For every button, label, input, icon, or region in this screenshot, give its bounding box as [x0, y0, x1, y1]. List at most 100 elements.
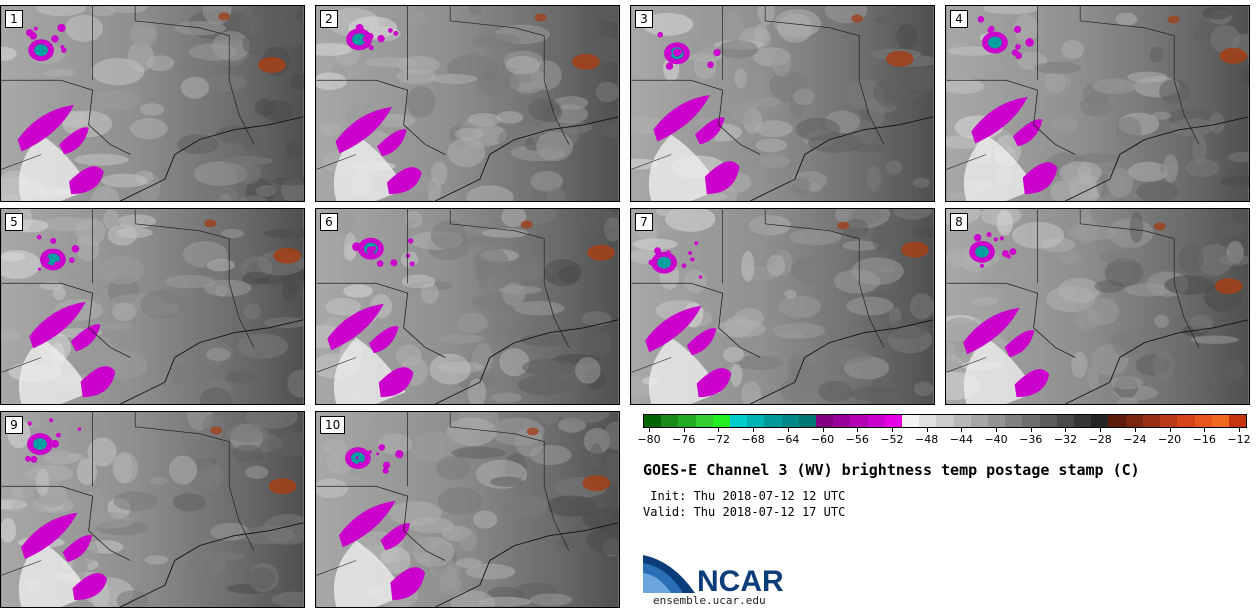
colorbar-swatch — [1142, 415, 1161, 427]
colorbar-swatch — [1005, 415, 1023, 427]
colorbar-swatch — [816, 415, 834, 427]
colorbar-swatch — [1160, 415, 1178, 427]
colorbar-tick-label: −56 — [845, 433, 869, 446]
colorbar-swatch — [1194, 415, 1212, 427]
colorbar-swatch — [1074, 415, 1092, 427]
ensemble-member-panel: 6 — [315, 208, 620, 405]
water-vapor-field — [946, 6, 1249, 201]
member-number-label: 3 — [635, 10, 653, 28]
colorbar-tick — [1169, 428, 1171, 432]
colorbar-swatch — [919, 415, 937, 427]
colorbar-tick — [1100, 428, 1102, 432]
colorbar-tick — [1204, 428, 1206, 432]
colorbar-swatch — [798, 415, 817, 427]
colorbar-swatch — [1091, 415, 1109, 427]
member-number-label: 2 — [320, 10, 338, 28]
colorbar-swatch — [1211, 415, 1229, 427]
colorbar-tick — [961, 428, 963, 432]
colorbar-tick-label: −44 — [949, 433, 973, 446]
colorbar-swatch — [695, 415, 713, 427]
colorbar-swatch — [1039, 415, 1057, 427]
colorbar-swatch — [747, 415, 765, 427]
colorbar-swatch — [1056, 415, 1075, 427]
water-vapor-field — [1, 6, 304, 201]
member-number-label: 10 — [320, 416, 346, 434]
water-vapor-field — [631, 6, 934, 201]
colorbar-tick — [718, 428, 720, 432]
colorbar-tick — [857, 428, 859, 432]
colorbar-tick-label: −48 — [915, 433, 939, 446]
colorbar-tick-label: −12 — [1227, 433, 1251, 446]
ensemble-member-panel: 4 — [945, 5, 1250, 202]
colorbar-swatch — [833, 415, 851, 427]
colorbar-tick — [1239, 428, 1240, 432]
water-vapor-field — [1, 209, 304, 404]
member-number-label: 7 — [635, 213, 653, 231]
colorbar-swatch — [884, 415, 903, 427]
ncar-logo: NCAR — [643, 555, 784, 597]
colorbar-tick — [753, 428, 755, 432]
colorbar-tick — [926, 428, 928, 432]
colorbar-tick — [1134, 428, 1136, 432]
site-url: ensemble.ucar.edu — [653, 594, 766, 607]
colorbar-tick-label: −68 — [741, 433, 765, 446]
ensemble-member-panel: 1 — [0, 5, 305, 202]
water-vapor-field — [316, 209, 619, 404]
colorbar-ticks: −80 −76 −72 −68 −64 −60 −56 −52 −48 −44 −40 −36 −32−… — [637, 428, 1251, 450]
colorbar-swatch — [902, 415, 920, 427]
colorbar-swatch — [850, 415, 868, 427]
colorbar-swatch — [730, 415, 748, 427]
colorbar-swatch — [712, 415, 731, 427]
colorbar-swatch — [661, 415, 679, 427]
water-vapor-field — [631, 209, 934, 404]
colorbar-swatch — [1177, 415, 1195, 427]
colorbar-tick — [683, 428, 685, 432]
colorbar-tick-label: −60 — [810, 433, 835, 446]
colorbar-tick-label: −20 — [1157, 433, 1182, 446]
ensemble-member-panel: 8 — [945, 208, 1250, 405]
colorbar-swatch — [644, 415, 662, 427]
colorbar-tick-label: −32 — [1053, 433, 1078, 446]
colorbar-tick-label: −80 — [637, 433, 661, 446]
member-number-label: 1 — [5, 10, 23, 28]
colorbar-tick-label: −40 — [984, 433, 1008, 446]
valid-time: Valid: Thu 2018-07-12 17 UTC — [643, 505, 846, 519]
colorbar-swatch — [936, 415, 954, 427]
plot-title: GOES-E Channel 3 (WV) brightness temp po… — [643, 461, 1140, 479]
colorbar-tick-label: −16 — [1192, 433, 1216, 446]
colorbar-swatch — [867, 415, 885, 427]
colorbar-tick-label: −24 — [1123, 433, 1147, 446]
colorbar-swatch — [953, 415, 971, 427]
colorbar-tick — [996, 428, 998, 432]
colorbar-tick-label: −36 — [1019, 433, 1043, 446]
member-number-label: 8 — [950, 213, 968, 231]
colorbar-swatch — [1125, 415, 1143, 427]
colorbar-tick-label: −72 — [706, 433, 731, 446]
ensemble-member-panel: 9 — [0, 411, 305, 608]
colorbar-tick-label: −28 — [1088, 433, 1112, 446]
colorbar-tick-label: −64 — [776, 433, 800, 446]
ensemble-member-panel: 3 — [630, 5, 935, 202]
colorbar-swatch — [1108, 415, 1126, 427]
colorbar-swatch — [970, 415, 989, 427]
ensemble-member-panel: 5 — [0, 208, 305, 405]
colorbar-tick — [822, 428, 824, 432]
init-time: Init: Thu 2018-07-12 12 UTC — [643, 489, 846, 503]
colorbar-tick — [1030, 428, 1032, 432]
colorbar-swatch — [678, 415, 696, 427]
colorbar-tick — [787, 428, 789, 432]
colorbar-swatch — [988, 415, 1006, 427]
colorbar-tick-label: −52 — [880, 433, 904, 446]
member-number-label: 9 — [5, 416, 23, 434]
water-vapor-field — [946, 209, 1249, 404]
member-number-label: 4 — [950, 10, 968, 28]
colorbar-swatch — [781, 415, 799, 427]
water-vapor-field — [316, 412, 619, 607]
member-number-label: 6 — [320, 213, 338, 231]
colorbar-swatch — [1228, 415, 1247, 427]
ensemble-member-panel: 2 — [315, 5, 620, 202]
colorbar-tick — [649, 428, 650, 432]
colorbar-tick-label: −76 — [672, 433, 696, 446]
ensemble-member-panel: 7 — [630, 208, 935, 405]
colorbar-tick — [1065, 428, 1067, 432]
